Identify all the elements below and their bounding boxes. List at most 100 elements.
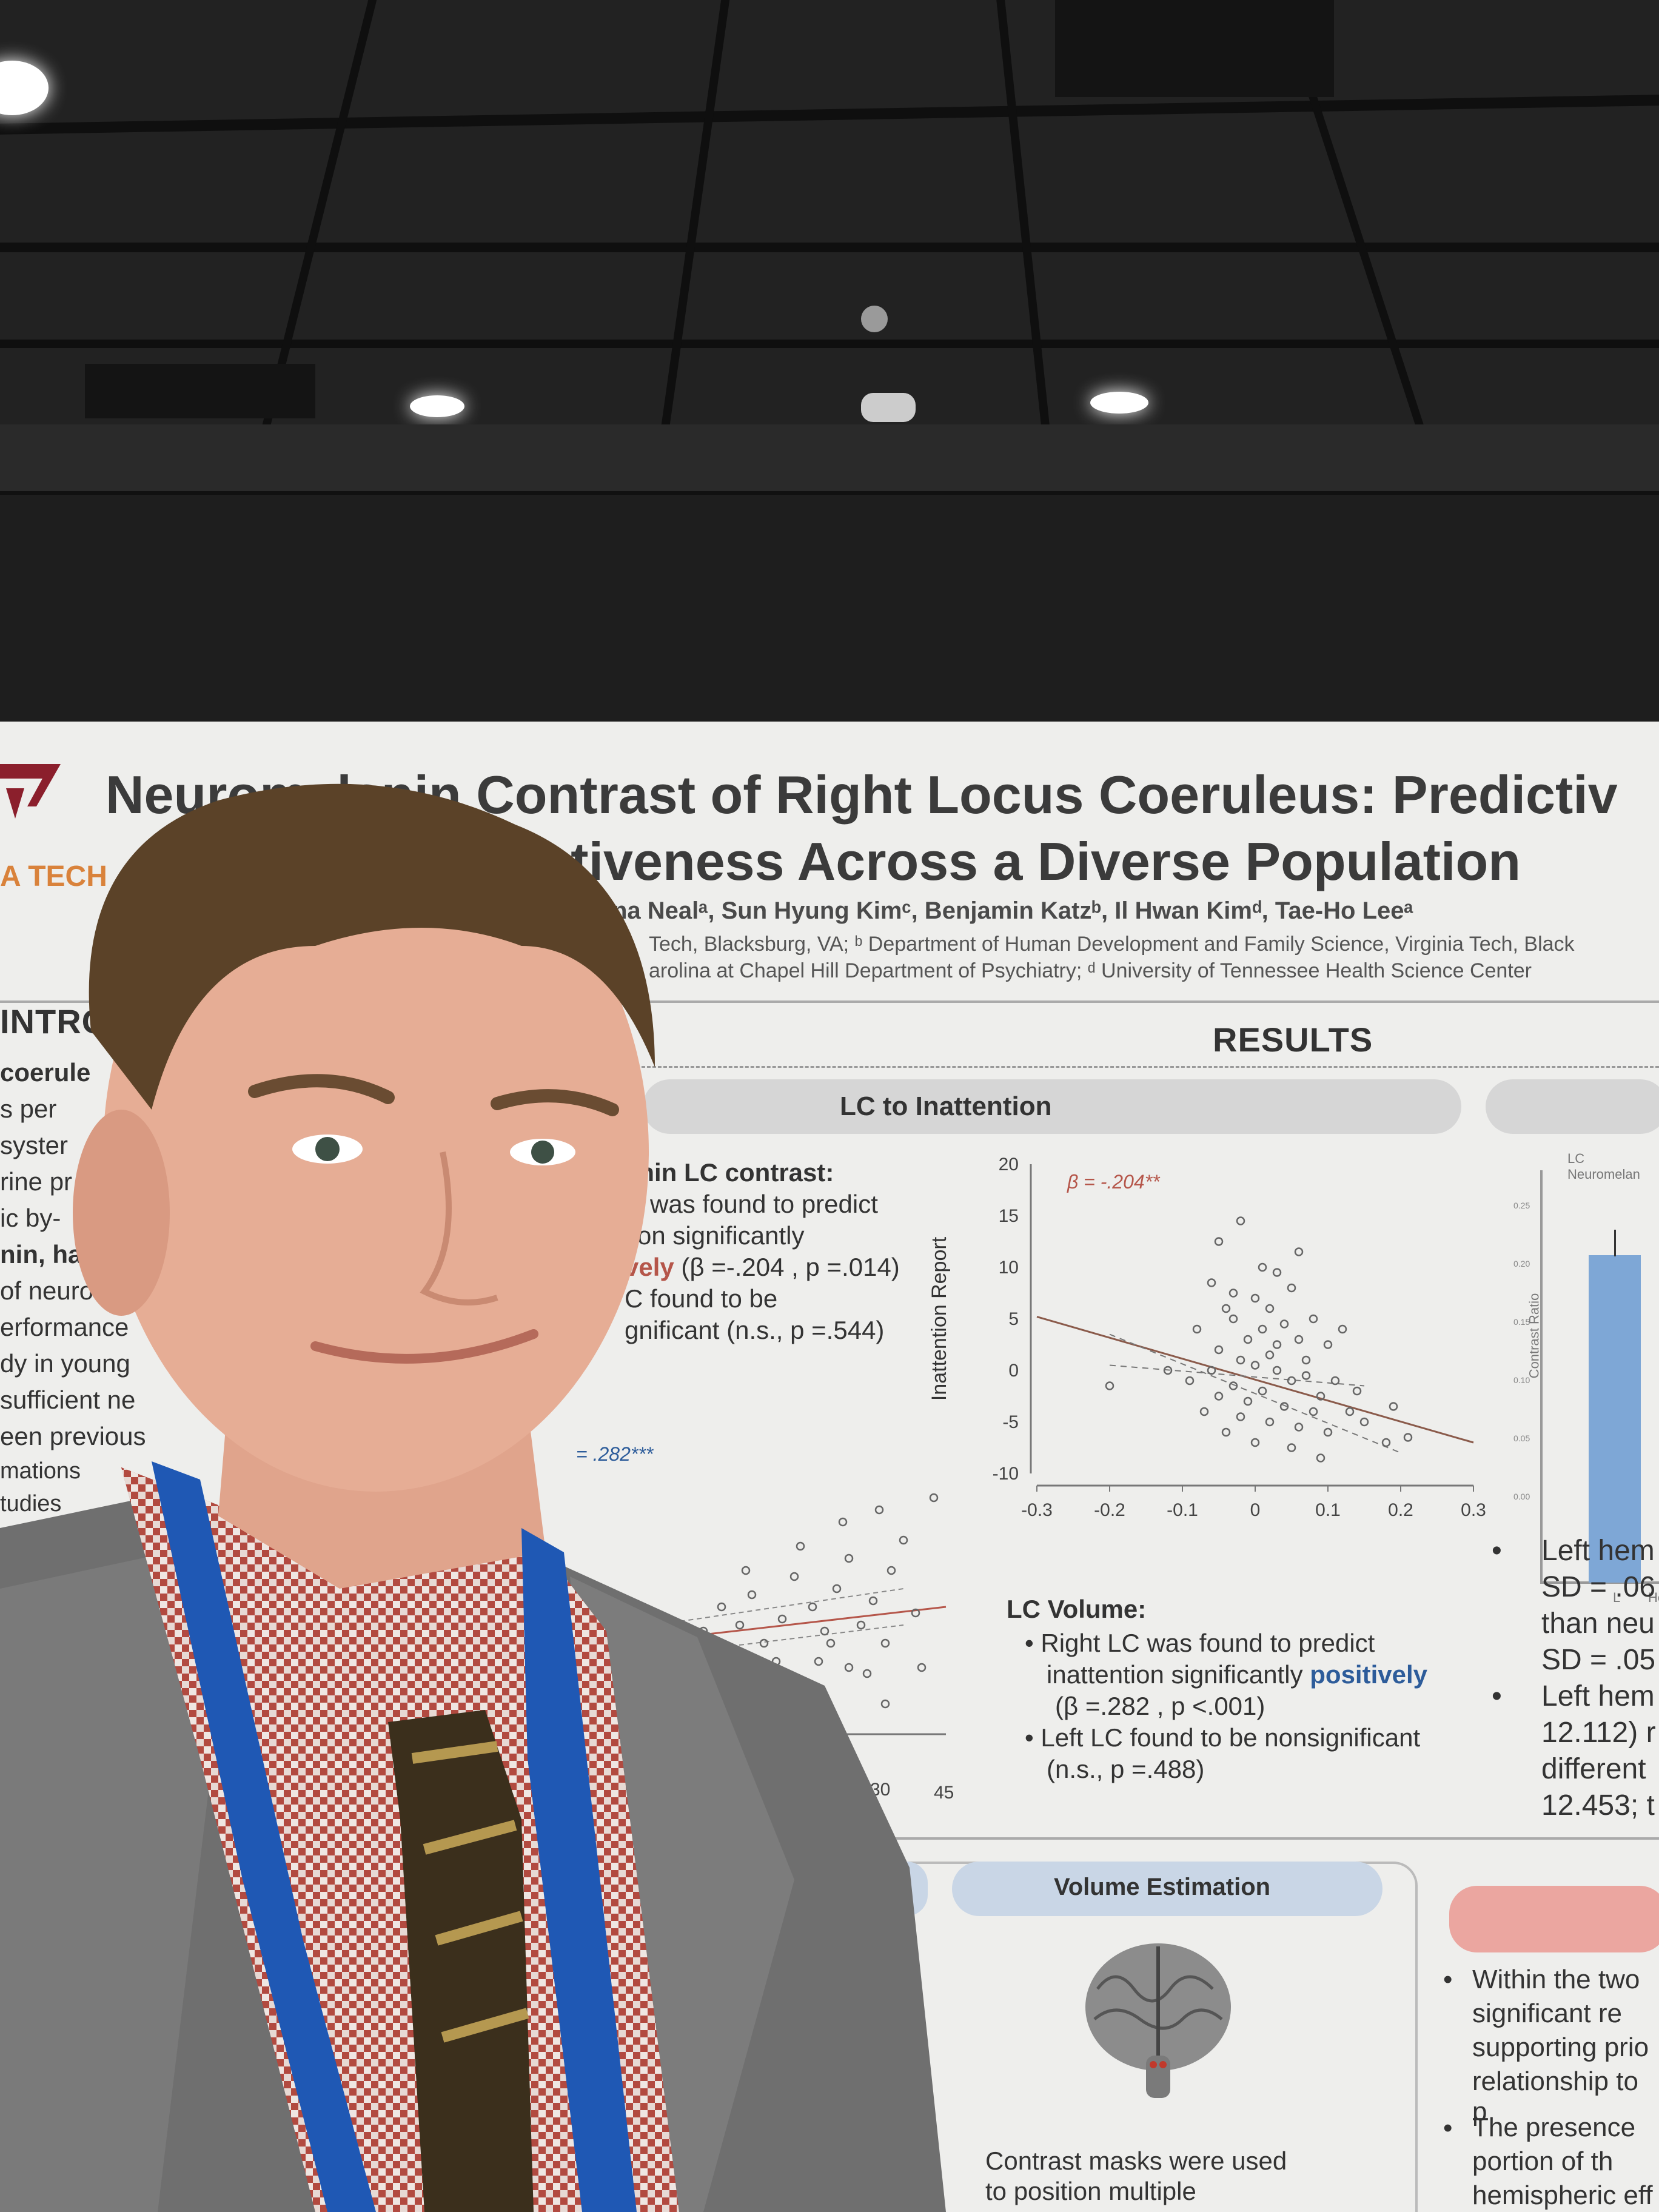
volume-scatter-point (796, 1541, 805, 1551)
intro-line: een previous (0, 1422, 146, 1450)
scatter-point (1207, 1366, 1216, 1375)
header-divider (0, 1000, 1659, 1003)
intro-line: erformance (0, 1313, 129, 1341)
ceiling-beam (0, 340, 1659, 348)
results-heading: RESULTS (1213, 1021, 1373, 1059)
x-tick-label: 0.2 (1388, 1500, 1413, 1520)
volume-scatter-points (662, 1493, 939, 1709)
intro-line: s per (0, 1094, 57, 1123)
volume-scatter-point (771, 1657, 781, 1666)
volume-scatter-point (856, 1620, 866, 1630)
intro-text: coerule s per syster rine pr ic by- nin,… (0, 1058, 158, 1557)
right-bullet-dot: • (1492, 1680, 1502, 1712)
beta-left-annotation: = .282*** (576, 1443, 654, 1465)
scatter-point (1301, 1355, 1311, 1365)
vt-logo-icon (0, 764, 61, 819)
scatter-point (1250, 1361, 1260, 1370)
scatter-point (1309, 1314, 1318, 1324)
scatter-point (1207, 1278, 1216, 1287)
volume-scatter-point (880, 1638, 890, 1648)
volume-scatter-point (844, 1553, 854, 1563)
scatter-point (1250, 1293, 1260, 1303)
right-bullet-line: SD = .05 (1541, 1644, 1656, 1676)
scatter-point (1265, 1304, 1275, 1313)
right-panel-pill (1486, 1079, 1659, 1134)
ceiling-beam (661, 0, 730, 424)
volume-scatter-point (917, 1663, 927, 1672)
scatter-point (1272, 1268, 1282, 1277)
conclusion-pill (1449, 1886, 1659, 1952)
neuromelanin-scatter-chart: 20151050-5-10-0.3-0.2-0.100.10.20.3Right… (928, 1155, 1486, 1520)
volume-scatter-point (886, 1566, 896, 1575)
scatter-point (1163, 1366, 1173, 1375)
volume-scatter-point (717, 1602, 726, 1612)
ceiling-light (1090, 392, 1148, 414)
intro-line: nin, has (0, 1240, 96, 1269)
poster: A TECH Neuromelanin Contrast of Right Lo… (0, 722, 1659, 2212)
display-board (0, 495, 1659, 725)
y-tick-label: 15 (999, 1206, 1019, 1226)
ceiling-beam (0, 95, 1659, 135)
lc-volume-bullet: (β =.282 , p <.001) (1055, 1692, 1265, 1720)
brain-icon (1085, 1943, 1231, 2098)
scatter-point (1243, 1396, 1253, 1406)
x-tick-label: -0.2 (1094, 1500, 1125, 1520)
ceiling-light (0, 61, 49, 115)
volume-scatter-point (789, 1572, 799, 1581)
right-bullet-line: 12.453; t (1541, 1789, 1655, 1822)
intro-heading: INTRO (0, 1002, 109, 1041)
scatter-point (1228, 1289, 1238, 1298)
x-tick-label: 0 (1250, 1500, 1261, 1520)
scatter-point (1228, 1381, 1238, 1390)
ceiling-beam (996, 0, 1050, 424)
bar-chart-ytick: 0.05 (1513, 1433, 1530, 1443)
y-axis-label: Inattention Report (928, 1236, 951, 1401)
right-bullet-line: SD = .06 (1541, 1571, 1656, 1603)
volume-scatter-point (753, 1663, 763, 1672)
scatter-point (1221, 1304, 1231, 1313)
lc-volume-positively: positively (1310, 1660, 1428, 1689)
right-bullets: Left hem SD = .06 than neu SD = .05 Left… (1541, 1534, 1656, 1825)
lc-volume-title: LC Volume: (1007, 1595, 1147, 1623)
scatter-point (1214, 1345, 1224, 1355)
volume-scatter-point (705, 1638, 714, 1648)
volume-scatter-point (880, 1699, 890, 1709)
bar-xlabel: L (1613, 1590, 1621, 1605)
x-tick-label: -0.1 (1167, 1500, 1198, 1520)
volume-text: Contrast masks were used (985, 2147, 1287, 2175)
neuromelanin-text: anin LC contrast: C was found to predict… (625, 1158, 964, 1347)
volume-scatter-point (741, 1566, 751, 1575)
intro-line: ic by- (0, 1204, 61, 1232)
poster-authors: na Nealᵃ, Sun Hyung Kimᶜ, Benjamin Katzᵇ… (612, 897, 1413, 924)
y-tick-label: -5 (1002, 1412, 1019, 1432)
intro-line: ve (0, 1524, 25, 1549)
conclusion-line: relationship to p (1472, 2066, 1638, 2127)
conclusion-line: hemispheric eff (1472, 2180, 1653, 2210)
display-board-rail (0, 424, 1659, 495)
scatter-point (1294, 1335, 1304, 1344)
conclusion-bullet-dot: • (1443, 2113, 1453, 2143)
scatter-point (1345, 1407, 1355, 1416)
right-bullet-line: Left hem (1541, 1535, 1655, 1567)
bar-chart-ytick: 0.25 (1513, 1201, 1530, 1210)
conclusion-line: Within the two (1472, 1965, 1640, 1994)
volume-scatter-point (862, 1669, 872, 1678)
scatter-point (1287, 1443, 1296, 1452)
nm-beta: (β =-.204 , p =.014) (674, 1253, 900, 1281)
scatter-point (1316, 1453, 1326, 1463)
volume-scatter-point (832, 1584, 842, 1594)
conclusion-text: Within the two significant re supporting… (1472, 1965, 1659, 2212)
beta-annotation: β = -.204** (1067, 1171, 1161, 1193)
poster-affiliations-1: Tech, Blacksburg, VA; ᵇ Department of Hu… (649, 933, 1575, 956)
y-tick-label: 5 (1008, 1309, 1019, 1329)
intro-line: coerule (0, 1058, 91, 1087)
fit-line (1036, 1316, 1474, 1444)
ci-band (1109, 1364, 1365, 1387)
conclusion-line: significant re (1472, 1999, 1623, 2028)
volume-scatter-point (662, 1638, 672, 1648)
volume-scatter-point (747, 1590, 757, 1600)
poster-title-line1: Neuromelanin Contrast of Right Locus Coe… (106, 765, 1618, 825)
nm-line: C found to be (625, 1284, 778, 1313)
ci-band (1109, 1333, 1401, 1453)
volume-scatter-point (808, 1602, 817, 1612)
